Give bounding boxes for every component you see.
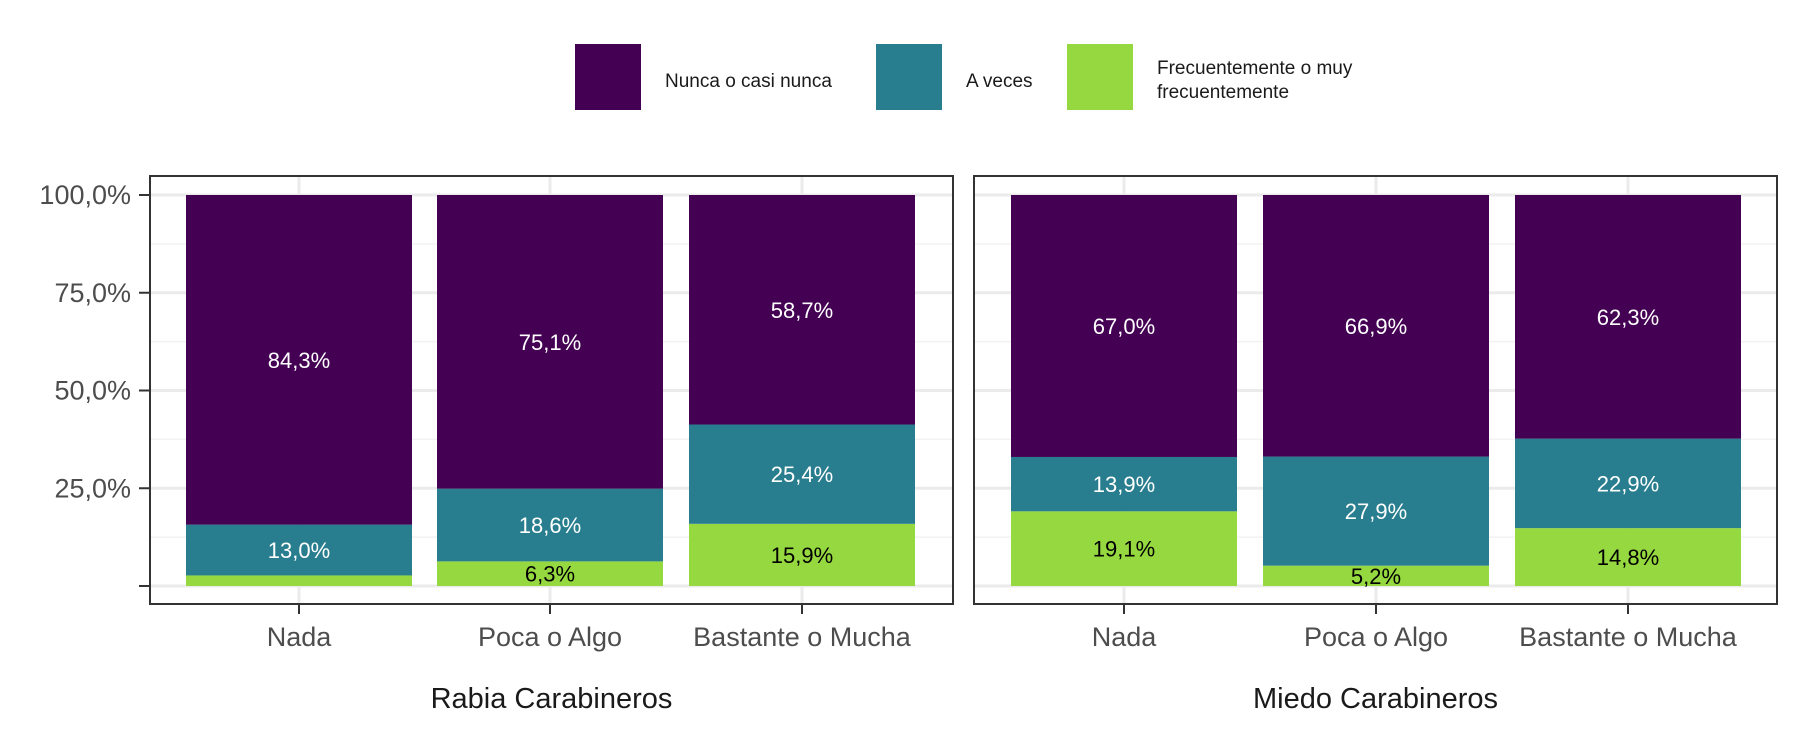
bar-aveces (689, 424, 915, 524)
bar-nunca (1263, 195, 1489, 457)
y-tick-label: 100,0% (39, 180, 131, 210)
panel-border (973, 175, 1778, 605)
data-label-nunca: 75,1% (519, 330, 581, 355)
data-label-nunca: 84,3% (268, 348, 330, 373)
y-tick-label: 75,0% (54, 278, 131, 308)
bar-frec (1011, 511, 1237, 586)
legend-key-aveces (876, 44, 942, 110)
panel-title: Miedo Carabineros (1253, 683, 1498, 715)
panel-rabia-carabineros: 13,0% 84,3% Nada 6,3% 18,6% 75,1% Poca o Algo 1… (149, 175, 954, 715)
legend-label-aveces: A veces (966, 71, 1033, 92)
bar-frec (437, 561, 663, 586)
x-tick-label: Bastante o Mucha (1519, 622, 1738, 652)
bar-nunca (689, 195, 915, 425)
data-label-aveces: 22,9% (1597, 471, 1659, 496)
x-tick-label: Nada (267, 622, 333, 652)
data-label-aveces: 13,0% (268, 538, 330, 563)
x-tick-label: Poca o Algo (1304, 622, 1448, 652)
y-tick-label: 50,0% (54, 376, 131, 406)
legend-key-nunca (575, 44, 641, 110)
data-label-aveces: 25,4% (771, 462, 833, 487)
bar-nunca (186, 195, 412, 525)
x-tick-label: Bastante o Mucha (693, 622, 912, 652)
data-label-frec: 19,1% (1093, 537, 1155, 562)
bar-nunca (1011, 195, 1237, 457)
legend-label-line: Frecuentemente o muy (1157, 58, 1353, 79)
legend-label-line: frecuentemente (1157, 82, 1289, 103)
data-label-nunca: 67,0% (1093, 314, 1155, 339)
data-label-nunca: 66,9% (1345, 314, 1407, 339)
panel-miedo-carabineros: 19,1% 13,9% 67,0% Nada 5,2% 27,9% 66,9% Poca o … (973, 175, 1778, 715)
bar-aveces (186, 524, 412, 576)
y-axis: 100,0% 75,0% 50,0% 25,0% (39, 180, 150, 587)
bar-aveces (1011, 456, 1237, 512)
data-label-aveces: 18,6% (519, 513, 581, 538)
bar-aveces (1515, 438, 1741, 529)
bar-frec (689, 523, 915, 586)
data-label-nunca: 62,3% (1597, 305, 1659, 330)
x-tick-label: Nada (1092, 622, 1158, 652)
y-tick-label: 25,0% (54, 473, 131, 503)
bar-nunca (437, 195, 663, 489)
bar-aveces (1263, 456, 1489, 566)
data-label-frec: 15,9% (771, 543, 833, 568)
data-label-aveces: 27,9% (1345, 499, 1407, 524)
panel-title: Rabia Carabineros (431, 683, 673, 715)
bar-nunca (1515, 195, 1741, 439)
bar-frec (1515, 528, 1741, 586)
data-label-nunca: 58,7% (771, 298, 833, 323)
bar-frec (186, 575, 412, 586)
bar-aveces (437, 488, 663, 562)
legend: Nunca o casi nunca A veces Frecuentemente … (575, 44, 1353, 110)
data-label-aveces: 13,9% (1093, 472, 1155, 497)
data-label-frec: 14,8% (1597, 545, 1659, 570)
panel-border (149, 175, 954, 605)
legend-label-frec: Frecuentemente o muy frecuentemente (1157, 58, 1353, 103)
legend-key-frec (1067, 44, 1133, 110)
data-label-frec: 5,2% (1351, 564, 1401, 589)
data-label-frec: 6,3% (525, 562, 575, 587)
x-tick-label: Poca o Algo (478, 622, 622, 652)
legend-label-nunca: Nunca o casi nunca (665, 71, 832, 92)
bar-frec (1263, 565, 1489, 586)
